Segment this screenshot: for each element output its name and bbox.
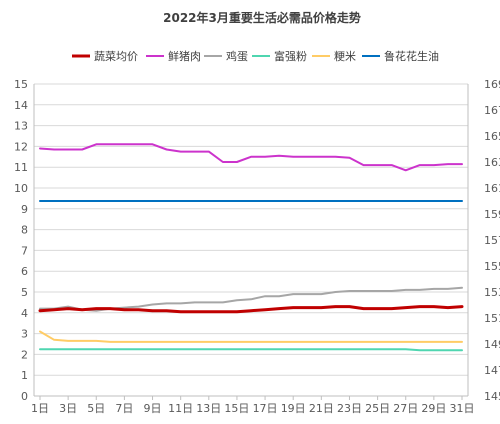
y-left-tick-label: 13 [14, 120, 28, 133]
x-tick-label: 7日 [115, 402, 133, 415]
x-tick-label: 21日 [309, 402, 334, 415]
y-right-tick-label: 167 [484, 104, 500, 117]
y-left-tick-label: 1 [21, 369, 28, 382]
y-right-tick-label: 161 [484, 182, 500, 195]
y-right-tick-label: 163 [484, 156, 500, 169]
legend-label: 粳米 [334, 49, 356, 63]
x-tick-label: 5日 [87, 402, 105, 415]
legend-label: 鲁花花生油 [384, 49, 439, 63]
x-tick-label: 17日 [253, 402, 278, 415]
series-line-1 [38, 305, 464, 314]
y-left-tick-label: 7 [21, 244, 28, 257]
y-left-tick-label: 0 [21, 390, 28, 403]
y-left-tick-label: 12 [14, 140, 28, 153]
y-left-tick-label: 6 [21, 265, 28, 278]
legend-label: 富强粉 [274, 49, 307, 63]
legend: 蔬菜均价 鲜猪肉 鸡蛋 富强粉 粳米 鲁花花生油 [72, 49, 439, 63]
y-right-tick-label: 155 [484, 260, 500, 273]
series-line-4 [39, 348, 463, 352]
y-left-tick-label: 2 [21, 348, 28, 361]
x-tick-label: 23日 [337, 402, 362, 415]
x-tick-label: 29日 [421, 402, 446, 415]
x-tick-label: 31日 [450, 402, 475, 415]
chart-title: 2022年3月重要生活必需品价格走势 [163, 10, 361, 25]
y-right-tick-label: 145 [484, 390, 500, 403]
y-left-tick-label: 10 [14, 182, 28, 195]
y-left-tick-label: 11 [14, 161, 28, 174]
x-tick-label: 19日 [281, 402, 306, 415]
series-line-2 [39, 143, 463, 172]
y-left-tick-label: 14 [14, 99, 28, 112]
y-right-tick-label: 157 [484, 234, 500, 247]
x-tick-label: 11日 [168, 402, 193, 415]
y-right-tick-label: 147 [484, 364, 500, 377]
y-right-tick-label: 159 [484, 208, 500, 221]
y-right-tick-label: 151 [484, 312, 500, 325]
x-tick-label: 3日 [59, 402, 77, 415]
legend-label: 鲜猪肉 [168, 49, 201, 63]
x-axis-ticks: 1日 3日 5日 7日 9日 11日 13日 15日 17日 19日 21日 23日 25日 27日 29日… [31, 396, 475, 415]
y-left-tick-label: 8 [21, 224, 28, 237]
y-left-tick-label: 3 [21, 328, 28, 341]
x-tick-label: 9日 [144, 402, 162, 415]
y-left-tick-label: 9 [21, 203, 28, 216]
y-left-tick-label: 4 [21, 307, 28, 320]
legend-label: 鸡蛋 [226, 49, 248, 63]
axes [33, 84, 469, 397]
series-lines [38, 143, 464, 352]
y-left-tick-label: 5 [21, 286, 28, 299]
y-right-tick-label: 149 [484, 338, 500, 351]
series-line-5 [39, 330, 463, 343]
y-right-tick-label: 169 [484, 78, 500, 91]
y-right-tick-label: 165 [484, 130, 500, 143]
x-tick-label: 13日 [196, 402, 221, 415]
y-left-tick-label: 15 [14, 78, 28, 91]
x-tick-label: 25日 [365, 402, 390, 415]
x-tick-label: 15日 [224, 402, 249, 415]
x-tick-label: 1日 [31, 402, 49, 415]
y-axis-right-ticks: 145 147 149 151 153 155 157 159 161 163 165 167 169 [484, 78, 500, 403]
y-right-tick-label: 153 [484, 286, 500, 299]
x-tick-label: 27日 [393, 402, 418, 415]
legend-label: 蔬菜均价 [94, 50, 138, 63]
